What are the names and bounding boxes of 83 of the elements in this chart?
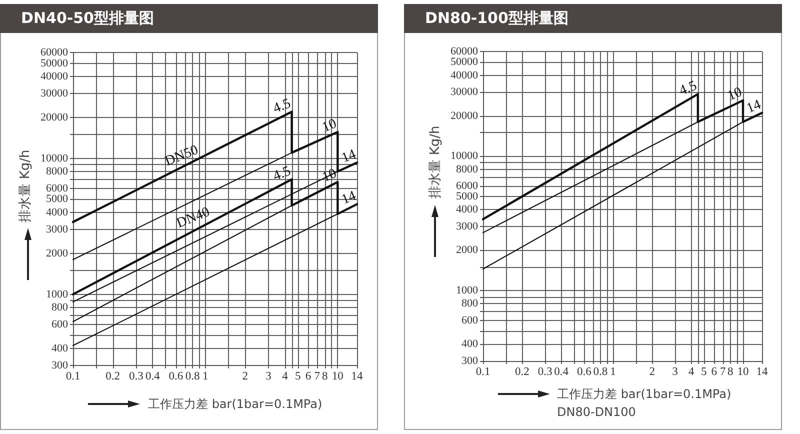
y-tick-label: 6000 bbox=[456, 180, 478, 192]
y-tick-label: 600 bbox=[52, 318, 68, 330]
x-tick-label: 0.8 bbox=[593, 366, 608, 378]
annotation: 14 bbox=[340, 147, 358, 166]
y-tick-label: 300 bbox=[52, 359, 68, 372]
y-tick-label: 6000 bbox=[46, 182, 68, 194]
x-tick-label: 0.1 bbox=[476, 366, 490, 378]
y-tick-label: 400 bbox=[462, 338, 478, 350]
chart-title: DN80-100型排量图 bbox=[404, 4, 782, 33]
annotation: 4.5 bbox=[677, 78, 700, 100]
x-tick-label: 4 bbox=[282, 370, 288, 382]
y-tick-label: 10000 bbox=[450, 150, 478, 162]
x-tick-label: 2 bbox=[649, 366, 656, 378]
y-tick-label: 3000 bbox=[456, 220, 478, 233]
y-tick-label: 1000 bbox=[456, 284, 478, 297]
y-tick-label: 50000 bbox=[40, 57, 68, 70]
x-tick-label: 4 bbox=[688, 366, 694, 378]
x-tick-label: 0.2 bbox=[106, 370, 120, 382]
x-tick-label: 2 bbox=[242, 370, 248, 382]
y-tick-label: 2000 bbox=[46, 247, 68, 260]
x-tick-label: 1 bbox=[610, 366, 616, 378]
x-tick-label: 0.4 bbox=[145, 370, 160, 382]
y-tick-label: 50000 bbox=[450, 56, 478, 68]
y-tick-label: 1000 bbox=[46, 288, 68, 300]
x-tick-label: 0.3 bbox=[128, 370, 144, 382]
x-tick-label: 0.8 bbox=[185, 370, 200, 382]
x-tick-label: 0.6 bbox=[576, 366, 592, 378]
y-tick-label: 40000 bbox=[40, 70, 68, 82]
x-axis-title: 工作压力差 bar(1bar=0.1MPa) bbox=[148, 396, 322, 412]
x-tick-label: 3 bbox=[266, 370, 272, 382]
x-tick-label: 6 bbox=[305, 370, 312, 382]
y-tick-label: 20000 bbox=[40, 111, 68, 124]
y-tick-label: 20000 bbox=[450, 110, 478, 122]
y-tick-label: 3000 bbox=[46, 223, 68, 236]
x-tick-label: 0.1 bbox=[66, 370, 80, 382]
annotation: 14 bbox=[744, 97, 764, 117]
y-tick-label: 5000 bbox=[456, 190, 478, 203]
annotation: 14 bbox=[340, 188, 358, 208]
annotation: 4.5 bbox=[271, 164, 293, 184]
y-tick-label: 300 bbox=[462, 355, 478, 367]
annotation: 10 bbox=[726, 84, 744, 104]
x-tick-label: 8 bbox=[322, 370, 328, 382]
x-tick-label: 0.3 bbox=[538, 366, 552, 378]
chart-title: DN40-50型排量图 bbox=[0, 4, 378, 33]
y-tick-label: 4000 bbox=[456, 204, 478, 216]
y-tick-label: 8000 bbox=[46, 165, 68, 178]
annotation: DN40 bbox=[174, 204, 212, 232]
x-tick-label: 7 bbox=[720, 366, 726, 378]
x-tick-label: 5 bbox=[700, 366, 707, 378]
annotation: DN50 bbox=[163, 142, 200, 170]
y-tick-label: 8000 bbox=[456, 163, 478, 176]
x-tick-label: 3 bbox=[672, 366, 678, 378]
x-tick-label: 1 bbox=[202, 370, 208, 382]
y-tick-label: 4000 bbox=[46, 206, 68, 218]
y-tick-label: 10000 bbox=[40, 152, 68, 164]
x-tick-label: 0.4 bbox=[554, 366, 569, 378]
annotation: 4.5 bbox=[271, 96, 293, 117]
x-tick-label: 0.2 bbox=[514, 366, 530, 378]
y-tick-label: 800 bbox=[462, 298, 478, 310]
x-tick-label: 6 bbox=[711, 366, 718, 378]
y-tick-label: 400 bbox=[52, 342, 68, 354]
y-tick-label: 5000 bbox=[46, 193, 68, 206]
x-tick-label: 7 bbox=[314, 370, 320, 382]
annotation: 10 bbox=[320, 116, 339, 136]
y-tick-label: 600 bbox=[462, 314, 478, 327]
x-tick-label: 8 bbox=[728, 366, 734, 378]
x-tick-label: 5 bbox=[294, 370, 301, 382]
x-tick-label: 10 bbox=[332, 370, 344, 382]
y-tick-label: 2000 bbox=[456, 244, 478, 256]
y-tick-label: 40000 bbox=[450, 69, 478, 82]
x-tick-label: 0.6 bbox=[168, 370, 184, 382]
x-axis-title: 工作压力差 bar(1bar=0.1MPa) bbox=[557, 386, 732, 402]
y-tick-label: 800 bbox=[52, 301, 68, 314]
x-tick-label: 14 bbox=[351, 370, 363, 382]
x-tick-label: 10 bbox=[737, 366, 750, 378]
y-tick-label: 30000 bbox=[450, 86, 478, 98]
y-tick-label: 60000 bbox=[40, 46, 68, 58]
y-tick-label: 60000 bbox=[450, 46, 478, 58]
text: DN80-DN100 bbox=[557, 404, 636, 420]
y-axis-title: 排水量 Kg/h bbox=[427, 126, 444, 198]
y-axis-title: 排水量 Kg/h bbox=[17, 150, 34, 222]
y-tick-label: 30000 bbox=[40, 87, 68, 100]
x-tick-label: 14 bbox=[756, 366, 768, 378]
